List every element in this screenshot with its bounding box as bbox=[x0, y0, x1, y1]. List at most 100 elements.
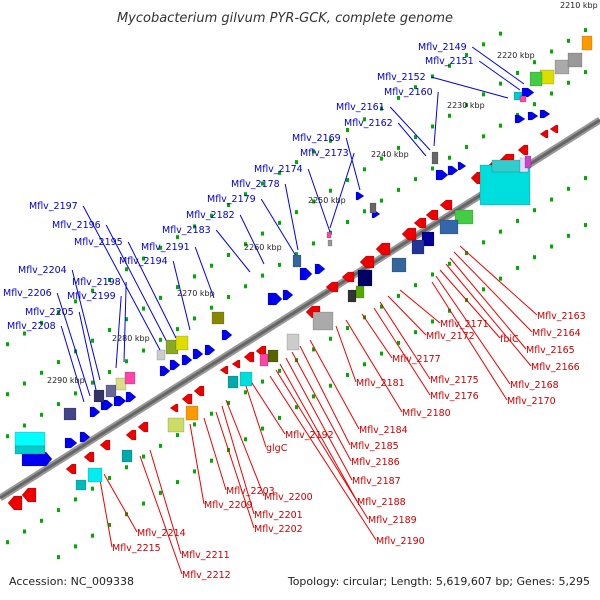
guide-dot bbox=[227, 294, 230, 299]
reverse-gene-box bbox=[167, 417, 185, 433]
guide-dot bbox=[414, 85, 417, 90]
guide-dot bbox=[482, 134, 485, 139]
gene-label-forward: Mflv_2199 bbox=[67, 291, 116, 302]
reverse-gene-box bbox=[355, 285, 365, 299]
reverse-gene-arrow bbox=[243, 351, 255, 363]
guide-dot bbox=[414, 135, 417, 140]
gene-label-reverse: Mflv_2212 bbox=[182, 570, 231, 581]
guide-dot bbox=[312, 199, 315, 204]
guide-dot bbox=[448, 155, 451, 160]
kbp-tick-label: 2240 kbp bbox=[371, 150, 409, 159]
guide-dot bbox=[329, 138, 332, 143]
forward-gene-arrow bbox=[192, 348, 204, 360]
leader-line-reverse bbox=[203, 417, 227, 491]
forward-gene-arrow bbox=[435, 169, 449, 181]
guide-dot bbox=[397, 340, 400, 345]
guide-dot bbox=[465, 251, 468, 256]
guide-dot bbox=[278, 415, 281, 420]
gene-label-forward: Mflv_2174 bbox=[254, 164, 303, 175]
guide-dot bbox=[91, 380, 94, 385]
forward-gene-arrow bbox=[89, 406, 101, 418]
guide-dot bbox=[567, 186, 570, 191]
reverse-gene-box bbox=[286, 333, 300, 351]
guide-dot bbox=[91, 288, 94, 293]
gene-label-reverse: Mflv_2190 bbox=[376, 536, 425, 547]
leader-line-reverse bbox=[345, 319, 403, 413]
reverse-gene-arrow bbox=[137, 421, 149, 433]
guide-dot bbox=[448, 308, 451, 313]
kbp-scale: 2210 kbp 2220 kbp 2230 kbp 2240 kbp 2250 kbp… bbox=[47, 1, 598, 385]
leader-line-reverse bbox=[269, 375, 377, 541]
forward-gene-arrow bbox=[169, 359, 181, 371]
guide-dot bbox=[261, 231, 264, 236]
guide-dot bbox=[159, 245, 162, 250]
gene-label-forward: Mflv_2178 bbox=[231, 179, 280, 190]
leader-line-reverse bbox=[249, 379, 286, 435]
guide-dot bbox=[312, 149, 315, 154]
guide-dot bbox=[6, 540, 9, 545]
gene-label-forward: Mflv_2205 bbox=[25, 307, 74, 318]
guide-dot bbox=[397, 95, 400, 100]
gene-label-reverse: Mflv_2168 bbox=[510, 380, 559, 391]
reverse-gene-box bbox=[312, 311, 334, 331]
accession-text: Accession: NC_009338 bbox=[9, 575, 134, 588]
reverse-gene-box bbox=[411, 239, 425, 255]
leader-line-forward bbox=[389, 106, 431, 151]
guide-dot bbox=[533, 255, 536, 260]
guide-dot bbox=[261, 379, 264, 384]
reverse-gene-arrow bbox=[375, 242, 391, 256]
guide-dot bbox=[210, 305, 213, 310]
guide-dot bbox=[584, 70, 587, 75]
guide-dot bbox=[159, 337, 162, 342]
guide-dot bbox=[57, 402, 60, 407]
gene-label-reverse: Mflv_2189 bbox=[368, 515, 417, 526]
leader-line-reverse bbox=[335, 325, 357, 383]
leader-line-reverse bbox=[399, 289, 441, 324]
leader-line-forward bbox=[60, 325, 85, 403]
guide-dot bbox=[91, 338, 94, 343]
leader-line-forward bbox=[71, 269, 101, 381]
guide-dot bbox=[397, 145, 400, 150]
gene-label-forward: Mflv_2208 bbox=[7, 321, 56, 332]
reverse-gene-arrow bbox=[7, 495, 23, 511]
leader-line-reverse bbox=[373, 307, 431, 396]
leader-line-reverse bbox=[379, 301, 431, 380]
guide-dot bbox=[550, 91, 553, 96]
leader-line-reverse bbox=[99, 479, 113, 548]
guide-dot bbox=[125, 267, 128, 272]
guide-dot bbox=[499, 31, 502, 36]
guide-dot bbox=[278, 170, 281, 175]
guide-dot bbox=[40, 412, 43, 417]
leader-line-reverse bbox=[221, 405, 255, 515]
gene-label-reverse: Mflv_2200 bbox=[264, 492, 313, 503]
reverse-gene-box bbox=[491, 159, 523, 173]
guide-dot bbox=[210, 411, 213, 416]
guide-dot bbox=[584, 28, 587, 33]
guide-dot bbox=[312, 394, 315, 399]
forward-gene-box bbox=[63, 407, 77, 421]
forward-gene-box bbox=[327, 239, 333, 247]
leader-line-reverse bbox=[449, 257, 527, 350]
guide-dot bbox=[295, 210, 298, 215]
leader-line-forward bbox=[215, 229, 251, 273]
forward-gene-arrow bbox=[79, 431, 91, 443]
guide-dot bbox=[516, 265, 519, 270]
reverse-gene-arrow bbox=[359, 255, 375, 269]
guide-dot bbox=[414, 283, 417, 288]
guide-dot bbox=[363, 117, 366, 122]
guide-dot bbox=[567, 233, 570, 238]
guide-dot bbox=[142, 348, 145, 353]
leader-line-forward bbox=[82, 205, 161, 351]
guide-dot bbox=[533, 60, 536, 65]
forward-gene-arrow bbox=[521, 87, 535, 98]
leader-line-forward bbox=[431, 76, 509, 99]
forward-gene-box bbox=[14, 431, 46, 447]
leader-line-forward bbox=[397, 122, 427, 157]
reverse-gene-box bbox=[87, 467, 103, 483]
leader-line-forward bbox=[478, 60, 521, 91]
kbp-tick-label: 2290 kbp bbox=[47, 376, 85, 385]
guide-dot bbox=[57, 310, 60, 315]
gene-label-reverse: Mflv_2170 bbox=[507, 396, 556, 407]
leader-line-reverse bbox=[279, 363, 358, 502]
guide-dot bbox=[397, 187, 400, 192]
